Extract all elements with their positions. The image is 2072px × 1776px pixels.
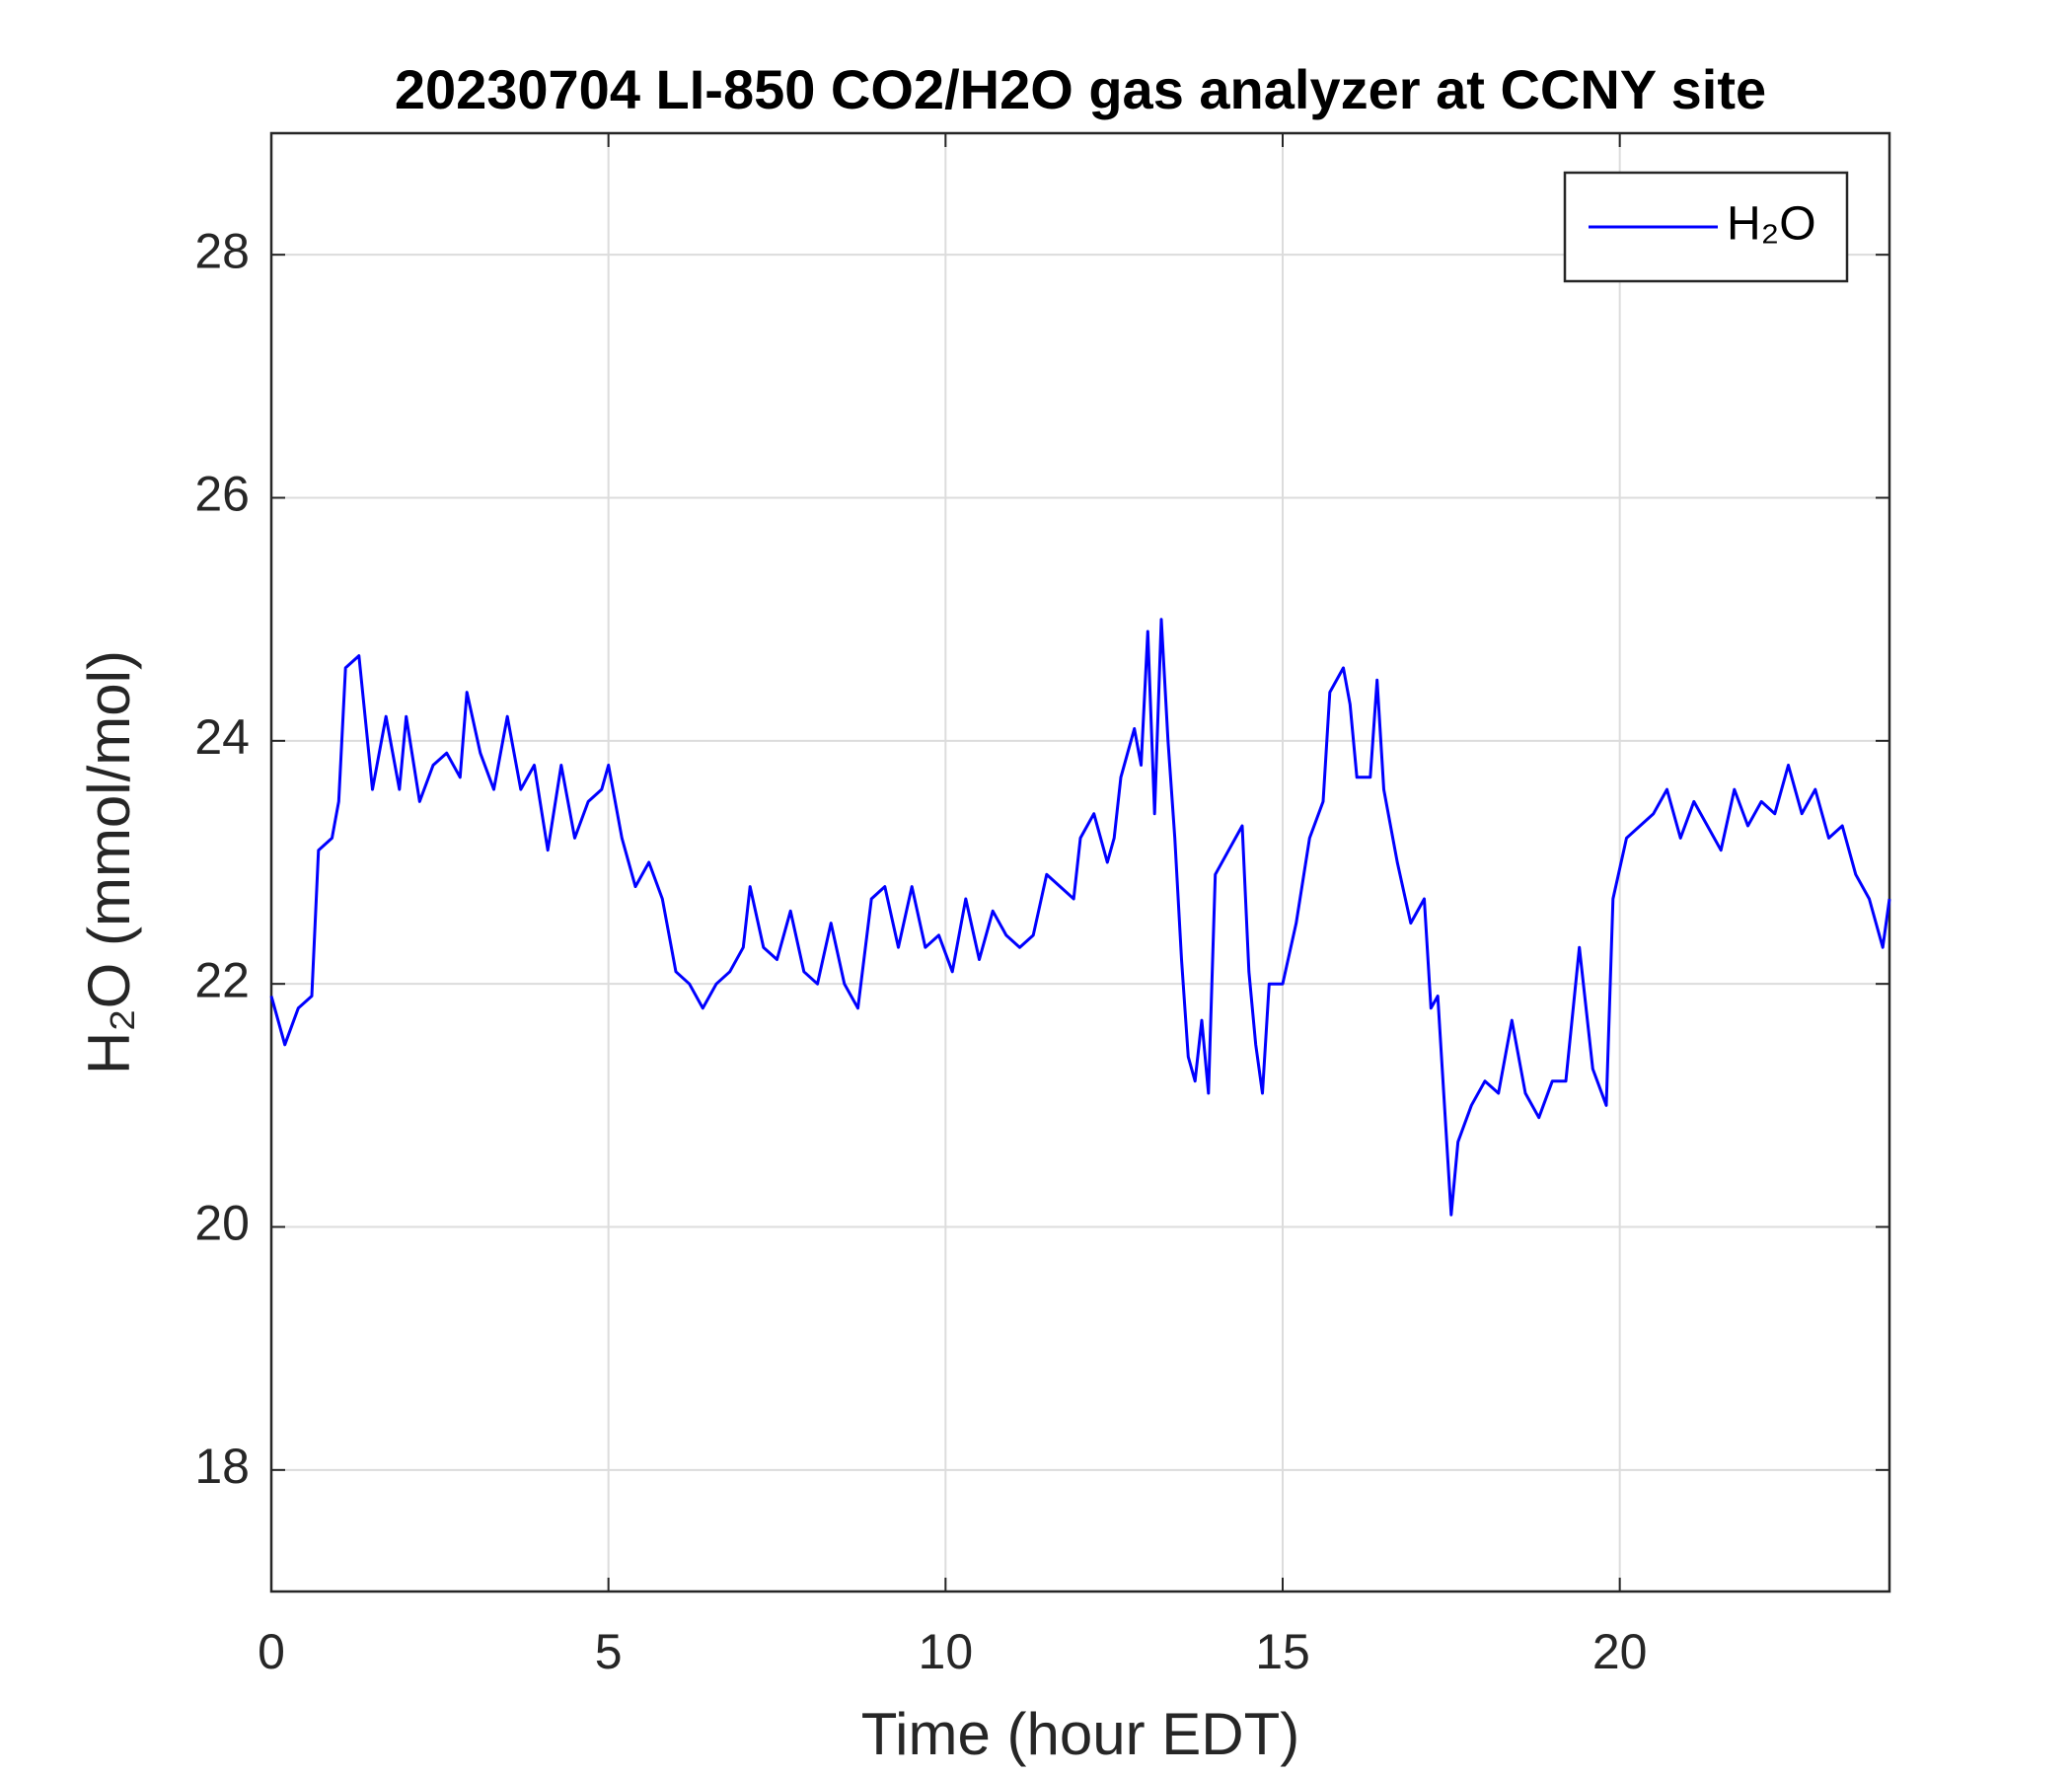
y-tick-label: 28 — [194, 223, 250, 278]
x-tick-label: 15 — [1255, 1624, 1310, 1679]
y-axis-label: H₂O (mmol/mol) — [76, 650, 142, 1074]
plot-frame — [269, 131, 1891, 1593]
y-tick-label: 18 — [194, 1439, 250, 1494]
x-tick-label: 0 — [258, 1624, 285, 1679]
legend-label: H₂O — [1727, 198, 1816, 251]
y-tick-label: 24 — [194, 709, 250, 765]
x-tick-label: 10 — [919, 1624, 974, 1679]
y-tick-label: 26 — [194, 467, 250, 522]
y-tick-label: 20 — [194, 1196, 250, 1251]
x-axis-label: Time (hour EDT) — [861, 1701, 1300, 1767]
chart-title: 20230704 LI-850 CO2/H2O gas analyzer at … — [395, 58, 1766, 120]
x-tick-label: 5 — [595, 1624, 623, 1679]
y-tick-label: 22 — [194, 952, 250, 1007]
x-tick-label: 20 — [1592, 1624, 1648, 1679]
data-line — [269, 618, 1891, 1217]
